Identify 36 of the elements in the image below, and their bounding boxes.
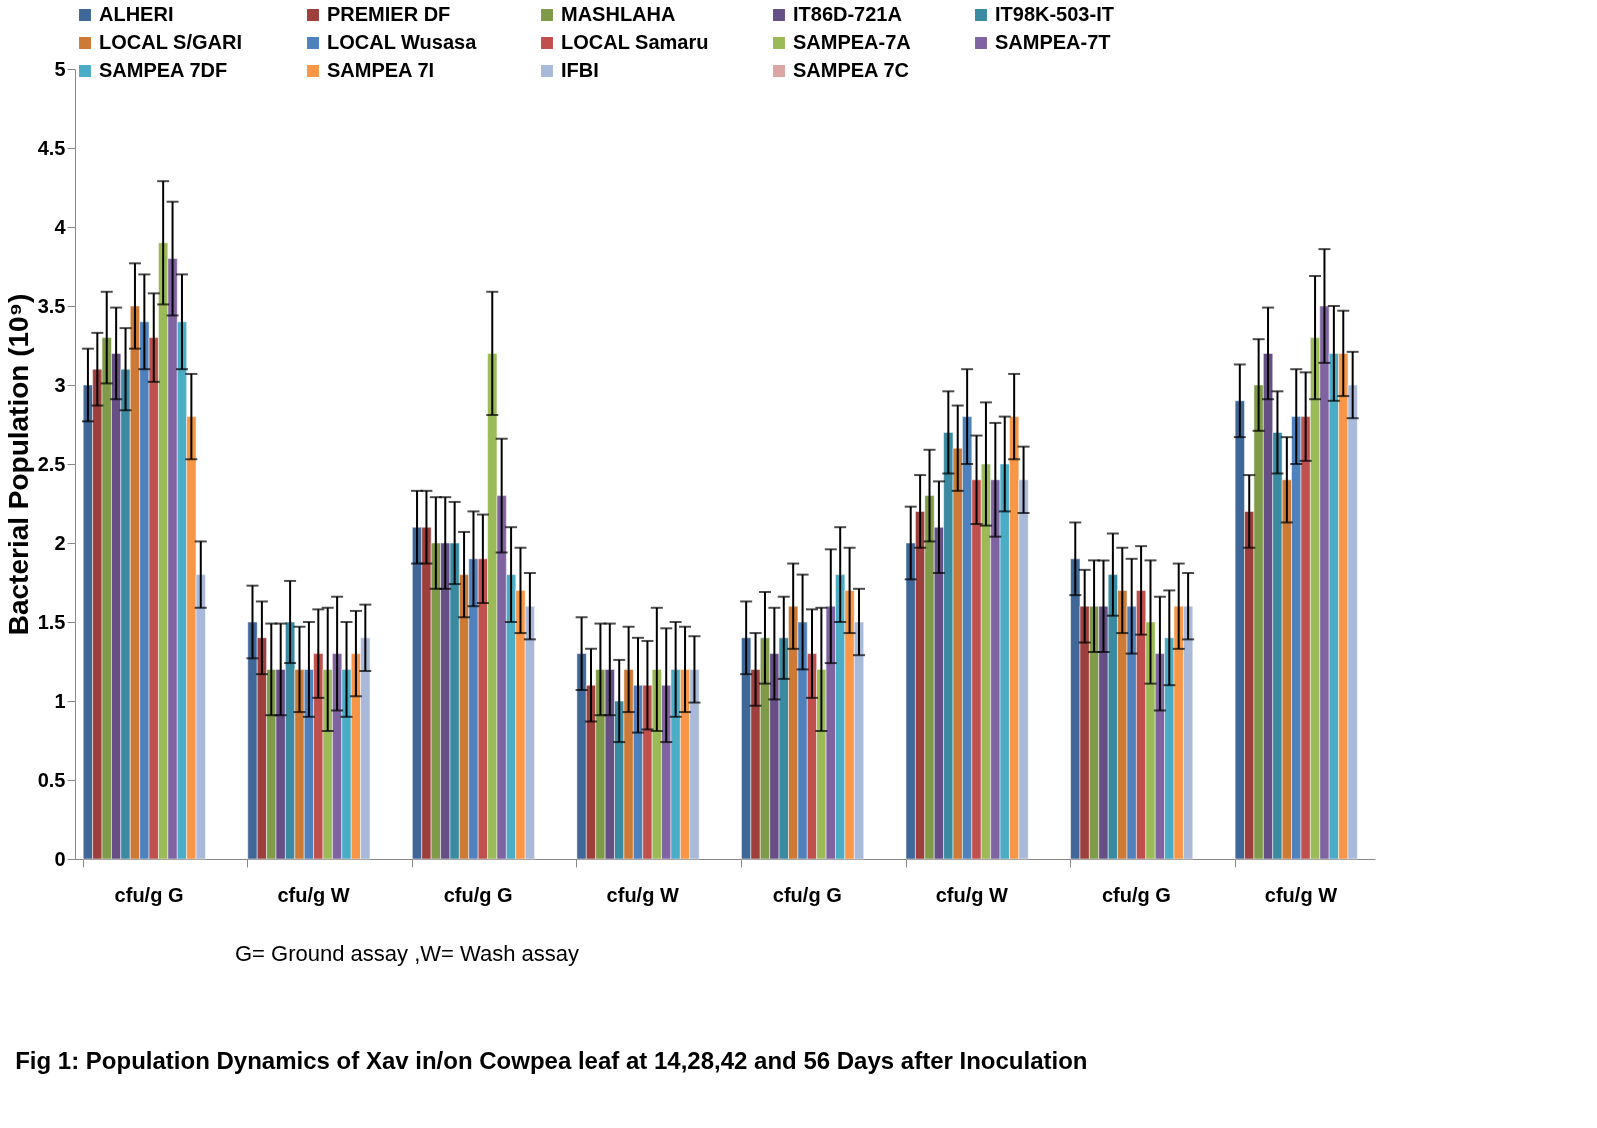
legend-label: LOCAL S/GARI (99, 31, 242, 53)
legend-label: IFBI (561, 59, 599, 81)
legend-label: MASHLAHA (561, 3, 676, 25)
y-tick-label: 5 (54, 57, 66, 80)
legend-label: LOCAL Samaru (561, 31, 709, 53)
x-tick-label: cfu/g W (935, 883, 1009, 906)
legend-label: IT86D-721A (793, 3, 902, 25)
x-tick-label: cfu/g G (114, 883, 184, 906)
x-tick-label: cfu/g W (606, 883, 679, 906)
y-tick-label: 4 (54, 215, 67, 238)
y-axis-title: Bacterial Population (10⁹) (2, 293, 34, 636)
legend-label: IT98K-503-IT (995, 3, 1114, 25)
legend-label: PREMIER DF (327, 3, 451, 25)
x-tick-label: cfu/g W (1264, 883, 1338, 906)
y-tick-label: 2 (54, 531, 66, 554)
legend-label: SAMPEA 7I (327, 59, 435, 81)
y-tick-label: 1 (54, 689, 66, 712)
legend-label: SAMPEA-7A (793, 31, 911, 53)
legend-label: ALHERI (99, 3, 174, 25)
x-tick-label: cfu/g G (772, 883, 842, 906)
legend-label: SAMPEA 7C (793, 59, 909, 81)
y-tick-label: 2.5 (37, 452, 66, 475)
y-tick-label: 3.5 (37, 294, 66, 317)
y-tick-label: 0 (54, 847, 66, 870)
legend-label: LOCAL Wusasa (327, 31, 478, 53)
text: G= Ground assay ,W= Wash assay (235, 941, 579, 966)
legend-label: SAMPEA 7DF (99, 59, 228, 81)
x-tick-label: cfu/g G (1101, 883, 1171, 906)
x-tick-label: cfu/g W (277, 883, 350, 906)
y-tick-label: 0.5 (37, 768, 66, 791)
y-tick-label: 1.5 (37, 610, 66, 633)
y-tick-label: 4.5 (37, 136, 66, 159)
x-tick-label: cfu/g G (443, 883, 513, 906)
text: Fig 1: Population Dynamics of Xav in/on Cowpea leaf at 14,28,42 and 56 Days after Inoculation (15, 1047, 1088, 1074)
y-tick-label: 3 (54, 373, 66, 396)
legend-label: SAMPEA-7T (995, 31, 1111, 53)
